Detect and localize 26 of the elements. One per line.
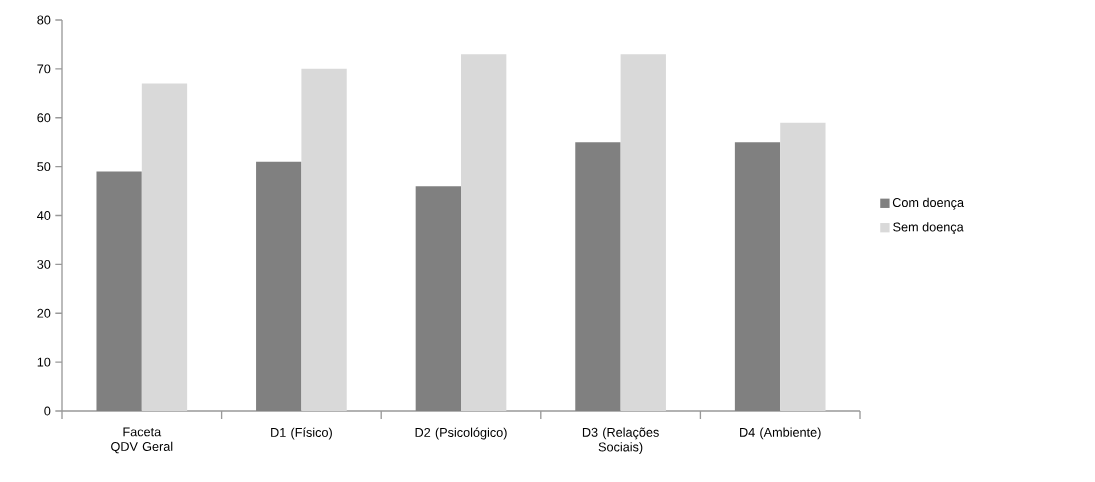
y-tick-label: 40 bbox=[37, 211, 51, 220]
x-tick-label: D2 (Psicológico) bbox=[415, 427, 507, 440]
legend-label: Sem doença bbox=[893, 222, 964, 235]
bar bbox=[301, 68, 347, 411]
y-tick-label: 30 bbox=[37, 259, 51, 269]
bar bbox=[415, 186, 461, 411]
bar bbox=[620, 54, 666, 411]
y-tick-label: 50 bbox=[37, 162, 51, 172]
y-tick-label: 0 bbox=[44, 406, 51, 416]
y-tick-label: 10 bbox=[37, 357, 51, 367]
bar bbox=[461, 54, 507, 411]
bar bbox=[256, 161, 302, 411]
bar bbox=[141, 83, 188, 411]
y-tick-label: 80 bbox=[37, 15, 51, 25]
bar bbox=[780, 122, 826, 411]
x-tick-label: D1 (Físico) bbox=[271, 427, 332, 440]
x-tick-label: Faceta QDV Geral bbox=[111, 427, 173, 454]
bar bbox=[575, 142, 621, 411]
x-tick-label: D3 (Relações Sociais) bbox=[582, 427, 659, 454]
legend-label: Com doença bbox=[892, 197, 965, 210]
bar bbox=[96, 171, 142, 411]
x-tick-label: D4 (Ambiente) bbox=[740, 427, 821, 440]
y-tick-label: 60 bbox=[37, 113, 51, 123]
bar bbox=[734, 142, 781, 411]
y-tick-label: 20 bbox=[37, 308, 51, 318]
y-tick-label: 70 bbox=[37, 64, 51, 74]
